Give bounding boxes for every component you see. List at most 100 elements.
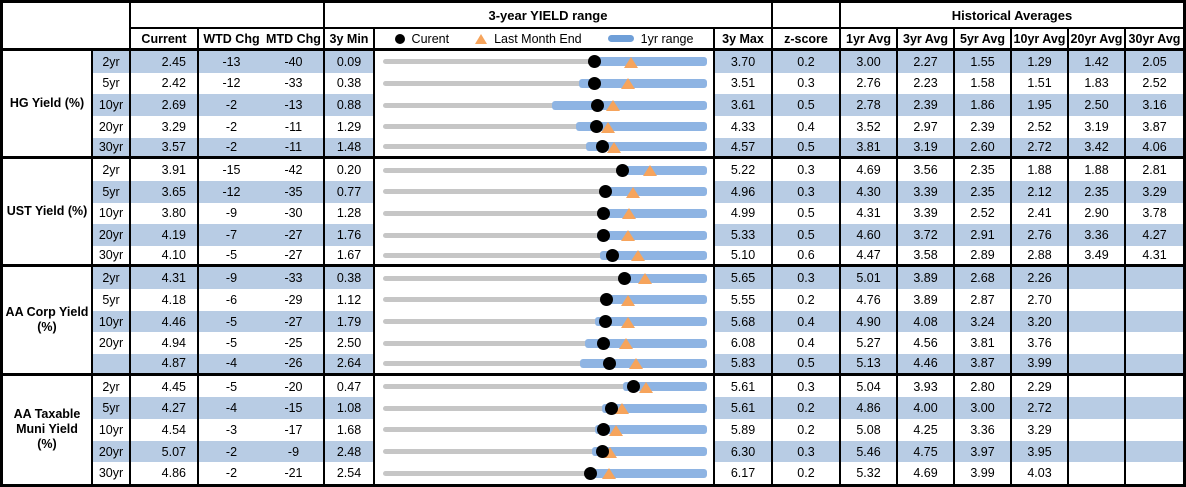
current-value: 4.10 <box>131 245 199 268</box>
group-label: UST Yield (%) <box>3 159 93 268</box>
avg-value: 4.90 <box>841 310 898 333</box>
max-3y-value: 5.33 <box>715 224 773 246</box>
current-marker <box>591 98 605 112</box>
avg-value <box>1126 419 1183 441</box>
wtd-chg-value: -2 <box>225 98 238 113</box>
last-month-end-marker <box>620 316 635 328</box>
max-3y-value: 5.89 <box>715 419 773 441</box>
range-track-3y <box>383 167 707 173</box>
last-month-end-marker <box>621 294 635 306</box>
min-3y-value: 1.48 <box>325 137 375 160</box>
avg-value: 3.58 <box>898 245 955 268</box>
avg-value: 4.27 <box>1126 224 1183 246</box>
avg-value <box>1069 419 1126 441</box>
group-label: HG Yield (%) <box>3 51 93 160</box>
current-value: 2.42 <box>131 72 199 95</box>
avg-value: 4.86 <box>841 397 898 420</box>
avg-value: 4.46 <box>898 354 955 376</box>
max-3y-value: 6.30 <box>715 440 773 463</box>
range-bar-1yr <box>591 447 707 457</box>
group-label: AA Taxable Muni Yield (%) <box>3 375 93 484</box>
avg-value: 3.81 <box>955 332 1012 355</box>
avg-value <box>1126 397 1183 420</box>
tenor-label: 30yr <box>93 245 131 268</box>
avg-value: 3.29 <box>1012 419 1069 441</box>
avg-value: 2.90 <box>1069 202 1126 225</box>
avg-value: 1.88 <box>1012 159 1069 181</box>
current-marker <box>595 140 609 154</box>
current-value: 5.07 <box>131 440 199 463</box>
col-header-10yr-avg: 10yr Avg <box>1012 29 1069 51</box>
current-value: 3.57 <box>131 137 199 160</box>
min-3y-value: 0.38 <box>325 267 375 290</box>
avg-value: 2.72 <box>1012 397 1069 420</box>
range-track-3y <box>383 59 707 65</box>
range-bar-1yr <box>586 142 707 152</box>
avg-value <box>1069 354 1126 376</box>
mtd-chg-value: -29 <box>284 292 303 307</box>
current-value: 4.86 <box>131 462 199 484</box>
range-track-3y <box>383 210 707 216</box>
z-score-value: 0.6 <box>773 245 841 268</box>
last-month-end-marker <box>600 121 615 133</box>
wtd-mtd-values: -15 -42 <box>199 159 325 181</box>
legend-1yr-range-dash-icon <box>607 35 634 42</box>
avg-value: 5.13 <box>841 354 898 376</box>
wtd-chg-value: -12 <box>222 76 241 91</box>
last-month-end-marker <box>609 424 624 436</box>
mtd-chg-value: -33 <box>284 271 303 286</box>
current-value: 4.19 <box>131 224 199 246</box>
wtd-mtd-values: -4 -15 <box>199 397 325 420</box>
tenor-label: 2yr <box>93 267 131 290</box>
avg-value: 3.81 <box>841 137 898 160</box>
max-3y-value: 6.08 <box>715 332 773 355</box>
z-score-value: 0.5 <box>773 137 841 160</box>
avg-value <box>1069 289 1126 311</box>
current-value: 4.54 <box>131 419 199 441</box>
avg-value: 2.68 <box>955 267 1012 290</box>
min-3y-value: 2.48 <box>325 440 375 463</box>
last-month-end-marker <box>603 446 618 458</box>
current-marker <box>599 185 613 199</box>
range-bar-1yr <box>602 295 707 305</box>
range-track-3y <box>383 80 707 86</box>
range-bar-1yr <box>590 57 707 67</box>
last-month-end-marker <box>621 230 636 242</box>
avg-value: 3.76 <box>1012 332 1069 355</box>
z-score-value: 0.4 <box>773 310 841 333</box>
range-bar-1yr <box>601 208 707 218</box>
current-marker <box>597 228 611 242</box>
min-3y-value: 1.79 <box>325 310 375 333</box>
tenor-label: 2yr <box>93 51 131 73</box>
last-month-end-marker <box>606 100 621 112</box>
current-marker <box>596 445 610 459</box>
wtd-mtd-values: -2 -11 <box>199 137 325 160</box>
z-score-value: 0.4 <box>773 115 841 138</box>
current-value: 4.94 <box>131 332 199 355</box>
range-bar-1yr <box>597 230 707 240</box>
avg-value: 3.20 <box>1012 310 1069 333</box>
max-3y-value: 5.22 <box>715 159 773 181</box>
col-header-wtd: WTD Chg <box>203 31 260 46</box>
range-track-3y <box>383 144 707 150</box>
yield-range-chart <box>375 94 715 116</box>
mtd-chg-value: -20 <box>284 379 303 394</box>
avg-value: 2.12 <box>1012 180 1069 203</box>
min-3y-value: 1.67 <box>325 245 375 268</box>
avg-value: 3.89 <box>898 267 955 290</box>
avg-value: 3.87 <box>1126 115 1183 138</box>
avg-value: 2.97 <box>898 115 955 138</box>
wtd-mtd-values: -4 -26 <box>199 354 325 376</box>
current-value: 3.80 <box>131 202 199 225</box>
range-track-3y <box>383 405 707 411</box>
current-marker <box>627 380 641 394</box>
wtd-chg-value: -6 <box>225 292 238 307</box>
z-score-value: 0.2 <box>773 51 841 73</box>
range-bar-1yr <box>585 468 707 478</box>
avg-value: 3.97 <box>955 440 1012 463</box>
tenor-label: 5yr <box>93 397 131 420</box>
max-3y-value: 3.70 <box>715 51 773 73</box>
avg-value: 3.89 <box>898 289 955 311</box>
group-label: AA Corp Yield (%) <box>3 267 93 376</box>
